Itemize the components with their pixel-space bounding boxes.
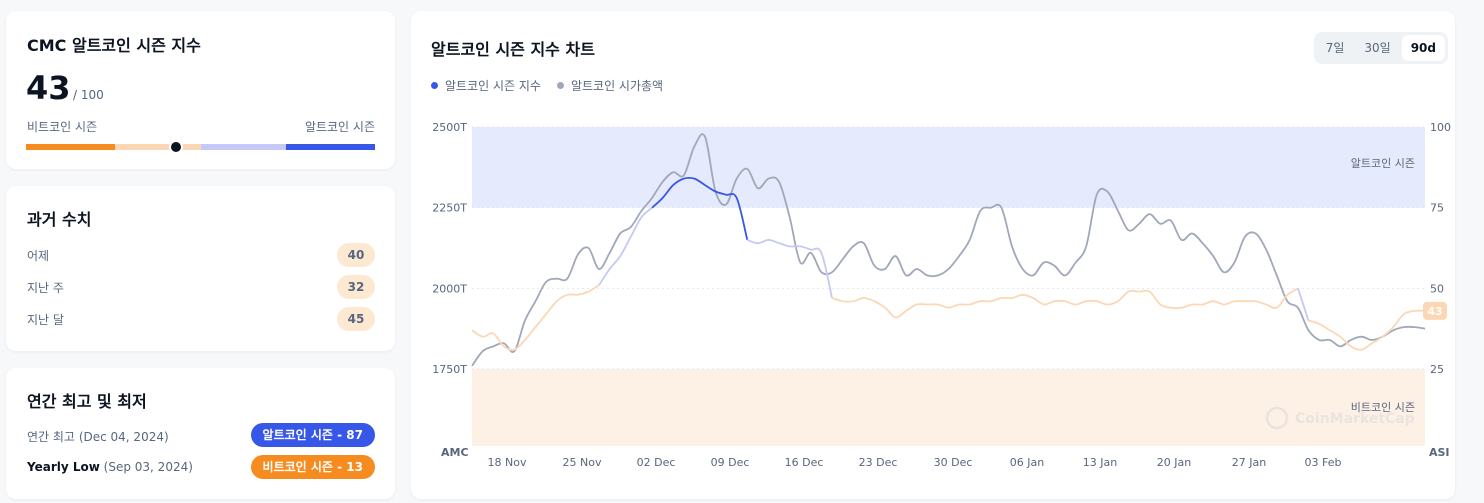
history-row-yesterday: 어제 40 — [27, 243, 375, 267]
x-tick-label: 06 Jan — [1010, 456, 1044, 469]
index-value: 43 — [26, 69, 71, 107]
history-value-badge: 40 — [337, 243, 375, 267]
yearly-high-text: 연간 최고 — [27, 430, 75, 444]
series-index-line — [831, 287, 1299, 319]
yearly-high-badge: 알트코인 시즌 - 87 — [250, 423, 375, 447]
history-value-badge: 32 — [337, 275, 375, 299]
left-axis: 2500T 2250T 2000T 1750T — [432, 121, 467, 376]
series-index-line — [471, 284, 600, 351]
left-tick-label: 2500T — [432, 121, 467, 134]
bitcoin-zone-label: 비트코인 시즌 — [1351, 401, 1415, 414]
legend-dot-icon — [431, 82, 438, 89]
x-tick-label: 03 Feb — [1305, 456, 1342, 469]
yearly-title: 연간 최고 및 최저 — [27, 392, 147, 411]
x-axis: 18 Nov 25 Nov 02 Dec 09 Dec 16 Dec 23 Dec 30 D… — [488, 456, 1342, 469]
x-tick-label: 16 Dec — [785, 456, 824, 469]
history-label: 어제 — [27, 249, 50, 263]
right-axis: 100 75 50 25 — [1430, 121, 1451, 376]
gauge-knob — [169, 140, 184, 154]
history-title: 과거 수치 — [27, 210, 92, 229]
gauge-segment — [26, 144, 115, 150]
chart-legend: 알트코인 시즌 지수 알트코인 시가총액 — [431, 77, 663, 94]
chart-series — [471, 133, 1426, 367]
watermark-text: CoinMarketCap — [1295, 411, 1415, 427]
series-index-line — [1308, 309, 1426, 351]
yearly-high-date: (Dec 04, 2024) — [78, 430, 169, 444]
history-label: 지난 달 — [27, 313, 64, 327]
x-tick-label: 23 Dec — [859, 456, 898, 469]
current-value-badge-bg — [1423, 301, 1447, 320]
x-tick-label: 20 Jan — [1157, 456, 1191, 469]
chart-grid — [472, 126, 1425, 370]
altcoin-season-label: 알트코인 시즌 — [304, 120, 375, 134]
series-index-line — [651, 176, 749, 241]
chart-card: 알트코인 시즌 지수 차트 7일 30일 90d 알트코인 시즌 지수 알트코인… — [411, 11, 1455, 499]
yearly-low-row: Yearly Low (Sep 03, 2024) 비트코인 시즌 - 13 — [27, 455, 375, 479]
left-tick-label: 2250T — [432, 202, 467, 215]
x-tick-label: 30 Dec — [934, 456, 973, 469]
x-tick-label: 09 Dec — [711, 456, 750, 469]
legend-dot-icon — [556, 82, 564, 89]
yearly-low-text: Yearly Low — [27, 460, 100, 474]
range-tabs: 7일 30일 90d — [1313, 32, 1448, 64]
legend-item-index[interactable]: 알트코인 시즌 지수 — [431, 77, 541, 94]
index-card: CMC 알트코인 시즌 지수 43 / 100 비트코인 시즌 알트코인 시즌 — [6, 11, 395, 169]
legend-label: 알트코인 시가총액 — [570, 79, 664, 93]
history-card: 과거 수치 어제 40 지난 주 32 지난 달 45 — [6, 186, 395, 351]
watermark-logo: CoinMarketCap — [1265, 406, 1415, 430]
x-tick-label: 18 Nov — [488, 456, 527, 469]
legend-item-marketcap[interactable]: 알트코인 시가총액 — [556, 77, 664, 94]
index-max: / 100 — [73, 88, 104, 102]
right-tick-label: 100 — [1430, 121, 1451, 134]
legend-label: 알트코인 시즌 지수 — [445, 79, 541, 93]
series-index-line — [1297, 288, 1310, 321]
altcoin-zone-label: 알트코인 시즌 — [1351, 156, 1415, 170]
x-tick-label: 25 Nov — [563, 456, 602, 469]
altcoin-season-chart: 알트코인 시즌 비트코인 시즌 CoinMarketCap 2500T 2250T… — [432, 121, 1451, 469]
bitcoin-season-zone — [472, 369, 1425, 446]
chart-title: 알트코인 시즌 지수 차트 — [431, 40, 595, 59]
yearly-card: 연간 최고 및 최저 연간 최고 (Dec 04, 2024) 알트코인 시즌 … — [6, 368, 395, 499]
season-gauge — [26, 144, 375, 150]
series-index-line — [598, 207, 653, 286]
bitcoin-season-label: 비트코인 시즌 — [27, 120, 98, 134]
current-value-badge: 43 — [1423, 301, 1447, 320]
right-tick-label: 50 — [1430, 282, 1444, 295]
yearly-high-row: 연간 최고 (Dec 04, 2024) 알트코인 시즌 - 87 — [27, 423, 375, 447]
x-tick-label: 27 Jan — [1232, 456, 1266, 469]
right-tick-label: 75 — [1430, 202, 1444, 215]
left-tick-label: 1750T — [432, 363, 467, 376]
x-tick-label: 02 Dec — [637, 456, 676, 469]
current-value-text: 43 — [1427, 305, 1442, 318]
yearly-low-label: Yearly Low (Sep 03, 2024) — [27, 460, 193, 474]
coinmarketcap-logo-icon — [1265, 406, 1289, 430]
history-row-last-week: 지난 주 32 — [27, 275, 375, 299]
yearly-low-badge: 비트코인 시즌 - 13 — [250, 455, 375, 479]
left-axis-unit: AMC — [441, 446, 469, 459]
history-row-last-month: 지난 달 45 — [27, 307, 375, 331]
gauge-segment — [115, 144, 201, 150]
history-value-badge: 45 — [337, 307, 375, 331]
tab-30d[interactable]: 30일 — [1364, 41, 1391, 55]
history-label: 지난 주 — [27, 281, 64, 295]
left-tick-label: 2000T — [432, 282, 467, 295]
tab-90d[interactable]: 90d — [1401, 35, 1445, 61]
x-tick-label: 13 Jan — [1083, 456, 1117, 469]
series-marketcap-line — [471, 133, 1426, 367]
gauge-segment — [201, 144, 286, 150]
right-tick-label: 25 — [1430, 363, 1444, 376]
gauge-segment — [286, 144, 375, 150]
series-index-line — [746, 238, 833, 299]
yearly-high-label: 연간 최고 (Dec 04, 2024) — [27, 428, 169, 445]
index-card-title: CMC 알트코인 시즌 지수 — [27, 36, 201, 55]
yearly-low-date: (Sep 03, 2024) — [103, 460, 193, 474]
right-axis-unit: ASI — [1429, 446, 1450, 459]
tab-7d[interactable]: 7일 — [1325, 41, 1345, 55]
altcoin-season-zone — [472, 127, 1425, 208]
